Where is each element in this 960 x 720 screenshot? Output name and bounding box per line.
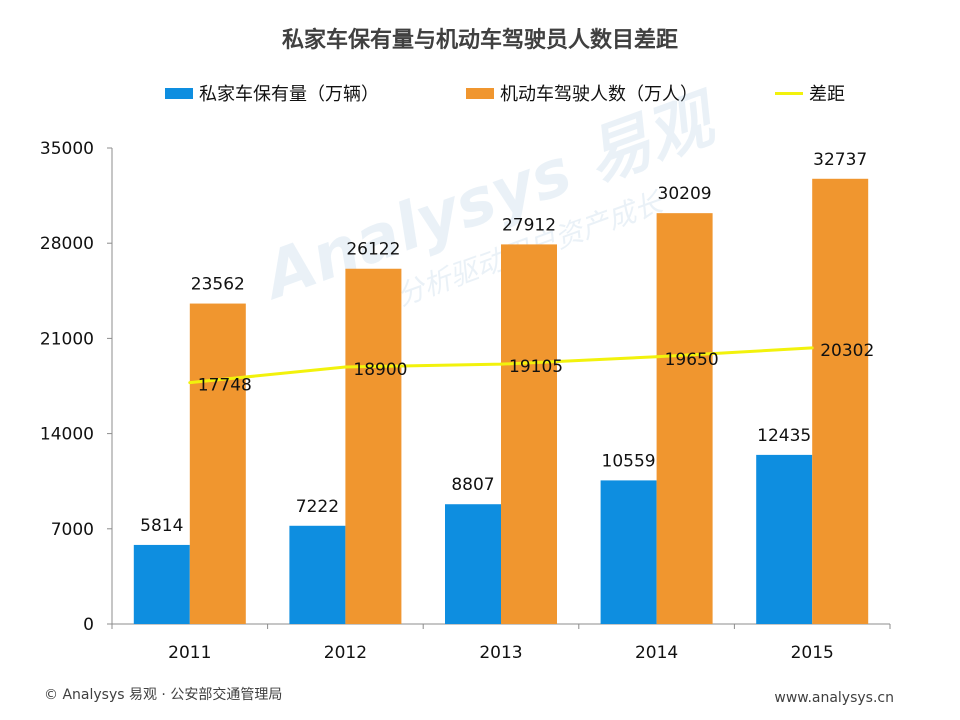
bar-private-cars — [756, 454, 813, 624]
legend-item-private-cars: 私家车保有量（万辆） — [165, 80, 379, 106]
data-label-gap: 18900 — [353, 360, 407, 380]
x-tick-label: 2012 — [324, 643, 367, 663]
legend-item-drivers: 机动车驾驶人数（万人） — [466, 80, 698, 106]
data-label-gap: 19105 — [509, 357, 563, 377]
point-gap — [655, 355, 659, 359]
data-label-private-cars: 7222 — [296, 497, 339, 517]
data-label-private-cars: 12435 — [757, 426, 811, 446]
legend-swatch-drivers — [466, 87, 494, 99]
x-tick-label: 2013 — [479, 643, 522, 663]
data-label-private-cars: 5814 — [140, 516, 183, 536]
data-label-private-cars: 10559 — [602, 451, 656, 471]
bar-private-cars — [600, 480, 657, 624]
data-label-private-cars: 8807 — [451, 475, 494, 495]
bar-private-cars — [289, 525, 346, 624]
y-tick-label: 14000 — [40, 425, 94, 445]
data-label-drivers: 27912 — [502, 215, 556, 235]
bar-drivers — [345, 268, 402, 624]
footer-url[interactable]: www.analysys.cn — [774, 690, 894, 706]
y-tick-label: 21000 — [40, 329, 94, 349]
legend-swatch-gap — [775, 91, 803, 95]
legend-item-gap: 差距 — [775, 80, 845, 106]
legend-label-private-cars: 私家车保有量（万辆） — [199, 84, 379, 105]
point-gap — [343, 365, 347, 369]
footer-source: © Analysys 易观 · 公安部交通管理局 — [44, 687, 283, 703]
data-label-drivers: 23562 — [191, 275, 245, 295]
bar-drivers — [812, 178, 869, 624]
y-tick-label: 0 — [83, 615, 94, 635]
y-tick-label: 35000 — [40, 139, 94, 159]
point-gap — [810, 346, 814, 350]
data-label-drivers: 26122 — [346, 240, 400, 260]
chart-title: 私家车保有量与机动车驾驶员人数目差距 — [281, 28, 678, 53]
chart-legend: 私家车保有量（万辆） 机动车驾驶人数（万人） 差距 — [0, 80, 960, 106]
x-tick-label: 2015 — [791, 643, 834, 663]
data-label-drivers: 30209 — [658, 184, 712, 204]
legend-swatch-private-cars — [165, 87, 193, 99]
data-label-gap: 17748 — [198, 376, 252, 396]
y-tick-label: 7000 — [51, 520, 94, 540]
bar-drivers — [656, 213, 713, 624]
bar-private-cars — [133, 544, 190, 624]
bar-drivers — [189, 303, 246, 624]
bar-drivers — [501, 244, 557, 625]
bar-private-cars — [445, 504, 501, 624]
legend-label-gap: 差距 — [809, 84, 845, 105]
point-gap — [188, 381, 192, 385]
y-tick-label: 28000 — [40, 234, 94, 254]
data-label-drivers: 32737 — [813, 150, 867, 170]
data-label-gap: 20302 — [820, 341, 874, 361]
legend-label-drivers: 机动车驾驶人数（万人） — [500, 84, 698, 105]
x-tick-label: 2011 — [168, 643, 211, 663]
x-tick-label: 2014 — [635, 643, 678, 663]
point-gap — [499, 362, 503, 366]
data-label-gap: 19650 — [665, 350, 719, 370]
